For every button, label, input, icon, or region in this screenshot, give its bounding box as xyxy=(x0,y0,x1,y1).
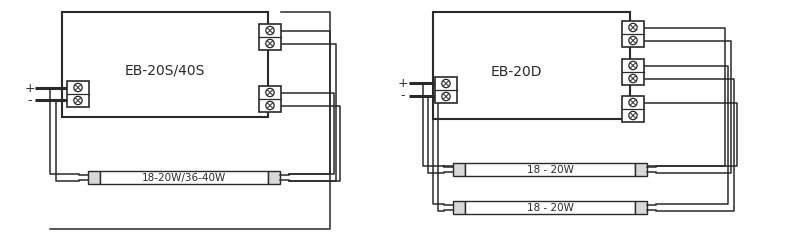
Text: EB-20S/40S: EB-20S/40S xyxy=(125,63,205,77)
Bar xyxy=(433,13,630,119)
Bar xyxy=(465,163,635,176)
Bar xyxy=(259,87,281,113)
Bar xyxy=(67,82,89,108)
Bar xyxy=(453,201,465,214)
Bar xyxy=(62,13,268,117)
Bar xyxy=(259,25,281,51)
Bar xyxy=(100,171,268,184)
Text: -: - xyxy=(28,94,32,107)
Bar xyxy=(622,22,644,48)
Text: +: + xyxy=(25,81,35,94)
Bar xyxy=(635,163,647,176)
Text: -: - xyxy=(401,89,405,102)
Text: 18-20W/36-40W: 18-20W/36-40W xyxy=(142,172,226,182)
Bar xyxy=(465,201,635,214)
Bar xyxy=(88,171,100,184)
Bar xyxy=(635,201,647,214)
Bar xyxy=(622,60,644,86)
Text: 18 - 20W: 18 - 20W xyxy=(527,164,574,174)
Text: EB-20D: EB-20D xyxy=(491,64,543,78)
Bar xyxy=(453,163,465,176)
Text: 18 - 20W: 18 - 20W xyxy=(527,202,574,212)
Bar xyxy=(268,171,280,184)
Bar xyxy=(435,78,457,104)
Bar xyxy=(622,97,644,122)
Text: +: + xyxy=(398,76,408,89)
